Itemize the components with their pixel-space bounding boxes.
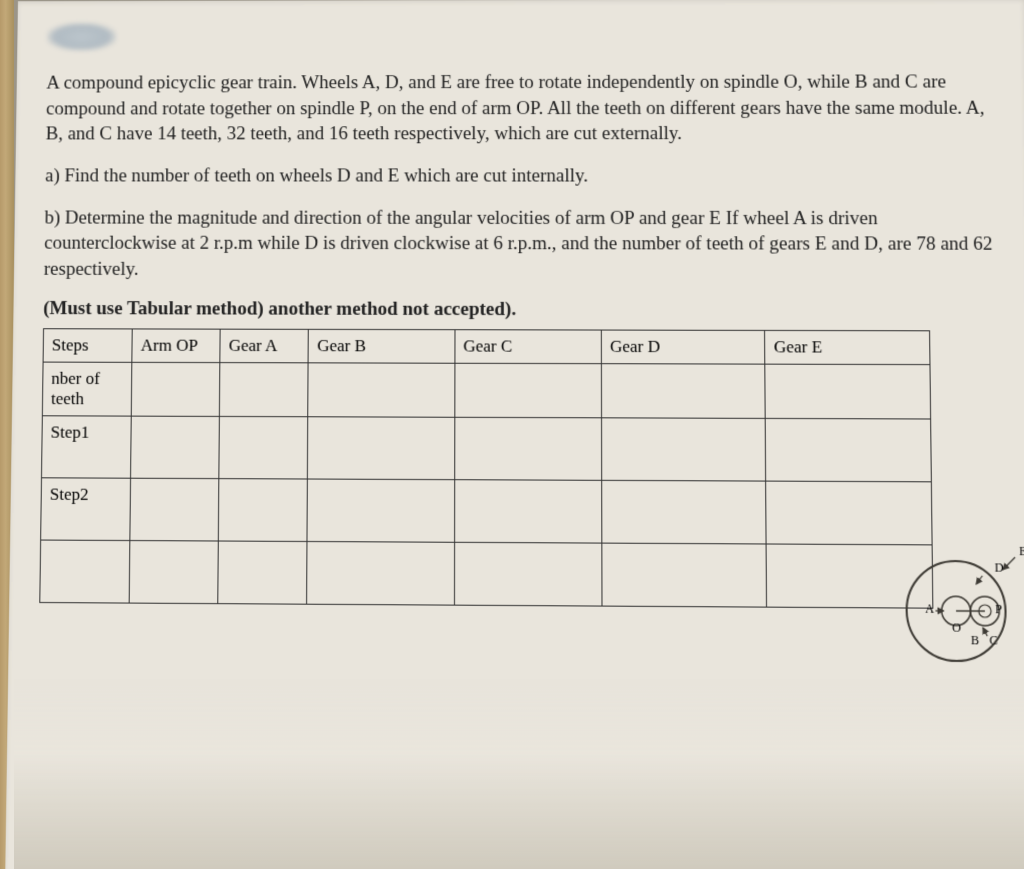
col-gear-e: Gear E — [765, 331, 930, 365]
label-e: E — [1019, 544, 1024, 559]
cell — [131, 417, 220, 480]
row-label-step2: Step2 — [41, 478, 131, 541]
tabular-method-table: Steps Arm OP Gear A Gear B Gear C Gear D… — [39, 329, 1005, 610]
cell — [602, 544, 767, 608]
question-b: b) Determine the magnitude and direction… — [44, 205, 1001, 284]
label-c: C — [989, 633, 997, 648]
question-a: a) Find the number of teeth on wheels D … — [45, 163, 1000, 189]
gear-diagram-svg: E D A O P B C — [894, 538, 1024, 674]
cell — [601, 418, 766, 481]
col-steps: Steps — [43, 329, 132, 363]
method-instruction: (Must use Tabular method) another method… — [43, 298, 1001, 322]
col-gear-d: Gear D — [601, 331, 765, 365]
cell — [130, 479, 219, 542]
cell — [308, 363, 454, 417]
cell — [454, 480, 601, 543]
cell — [602, 481, 767, 545]
gear-diagram: E D A O P B C — [894, 538, 1024, 674]
ink-smudge — [47, 23, 116, 51]
cell — [454, 543, 602, 607]
gear-table: Steps Arm OP Gear A Gear B Gear C Gear D… — [39, 329, 933, 609]
cell — [601, 364, 765, 419]
cell — [129, 541, 218, 604]
cell — [218, 542, 307, 605]
label-p: P — [995, 602, 1002, 617]
row-label-step1: Step1 — [41, 416, 131, 478]
cell — [307, 480, 454, 543]
label-o: O — [952, 620, 962, 635]
label-b: B — [971, 633, 979, 648]
cell — [766, 482, 932, 546]
table-row: nber of teeth — [42, 363, 930, 420]
cell — [455, 364, 602, 419]
cell — [219, 479, 308, 542]
document-page: A compound epicyclic gear train. Wheels … — [5, 0, 1024, 869]
cell — [220, 363, 309, 417]
cell — [219, 417, 308, 480]
label-a: A — [925, 601, 934, 616]
cell — [765, 365, 930, 420]
col-gear-a: Gear A — [220, 330, 309, 364]
problem-intro: A compound epicyclic gear train. Wheels … — [46, 69, 1000, 147]
label-d: D — [995, 560, 1005, 575]
cell — [766, 419, 932, 482]
table-row — [40, 541, 933, 609]
cell — [307, 542, 454, 606]
row-label-teeth: nber of teeth — [42, 363, 132, 417]
table-row: Step1 — [41, 416, 931, 482]
col-gear-c: Gear C — [455, 330, 602, 364]
cell — [132, 363, 221, 417]
table-row: Step2 — [41, 478, 932, 545]
row-label-blank — [40, 541, 130, 604]
cell — [454, 418, 601, 481]
cell — [308, 417, 455, 480]
col-gear-b: Gear B — [309, 330, 455, 364]
table-header-row: Steps Arm OP Gear A Gear B Gear C Gear D… — [43, 329, 930, 365]
col-arm-op: Arm OP — [132, 329, 220, 363]
